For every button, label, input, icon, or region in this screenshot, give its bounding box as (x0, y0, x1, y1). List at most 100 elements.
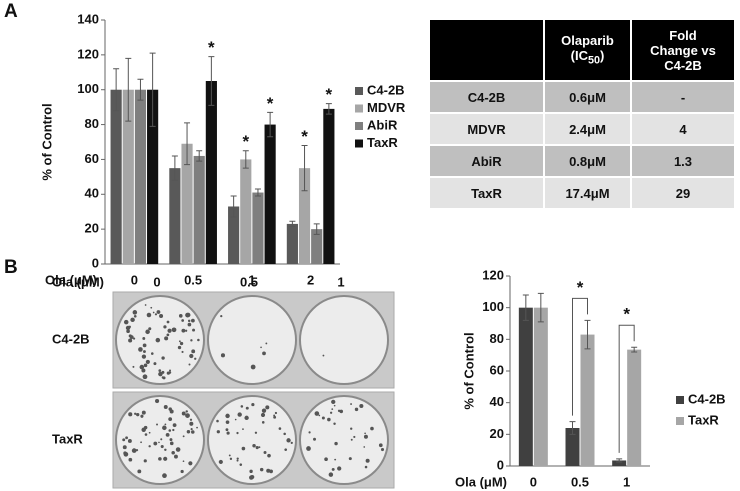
well (299, 295, 389, 385)
bar (298, 168, 311, 264)
colony (249, 475, 254, 480)
colony (172, 423, 177, 428)
colony (334, 441, 338, 446)
legend-swatch (676, 417, 684, 425)
colony (123, 451, 127, 455)
colony (168, 417, 173, 421)
error-bar (137, 78, 144, 101)
significance-label: * (326, 85, 333, 104)
x-tick-label: 0 (530, 474, 537, 489)
colony (240, 405, 244, 408)
colony (131, 448, 137, 453)
image-column-label: 0.5 (240, 274, 258, 289)
legend-swatch (355, 139, 363, 148)
colony (236, 431, 239, 435)
colony (365, 458, 370, 463)
error-bar (125, 57, 132, 122)
colony (328, 472, 334, 477)
colony (274, 411, 278, 415)
legend-label: C4-2B (688, 391, 726, 406)
colony (260, 346, 262, 349)
colony (128, 457, 133, 462)
colony (144, 433, 148, 436)
colony (245, 406, 249, 410)
colony (269, 469, 273, 474)
error-bar (537, 292, 544, 323)
colony (162, 473, 167, 479)
colony (273, 415, 277, 419)
bar (323, 108, 335, 264)
colony (350, 438, 353, 441)
table-row: AbiR 0.8μM 1.3 (428, 144, 736, 178)
table-cell: AbiR (428, 144, 545, 178)
error-bar (113, 68, 120, 112)
colony (350, 427, 353, 430)
error-bar (149, 52, 156, 127)
significance-label: * (301, 127, 308, 146)
colony (153, 441, 158, 446)
x-axis-label: Ola (μM) (455, 474, 507, 489)
y-tick-label: 120 (482, 267, 504, 282)
colony (318, 414, 321, 417)
colony (150, 306, 153, 309)
colony (331, 408, 334, 411)
colony (155, 337, 161, 343)
colony (152, 311, 155, 314)
y-tick-label: 0 (497, 457, 504, 472)
colony (130, 317, 135, 323)
colony (171, 450, 175, 455)
image-row-label: TaxR (52, 431, 83, 446)
colony (164, 448, 167, 452)
colony (175, 447, 181, 452)
colony (237, 412, 242, 417)
colony (218, 459, 223, 465)
colony (136, 413, 140, 417)
table-cell: MDVR (428, 112, 545, 146)
colony (174, 454, 178, 459)
colony (140, 414, 144, 418)
header-text: Olaparib (IC (561, 33, 614, 64)
y-tick-label: 100 (482, 299, 504, 314)
colony (171, 327, 177, 333)
x-tick-label: 0.5 (184, 272, 202, 287)
colony (329, 411, 333, 414)
y-tick-label: 40 (85, 186, 99, 201)
colony (267, 453, 271, 458)
y-tick-label: 60 (490, 362, 504, 377)
bar (169, 168, 181, 264)
table-cell: 17.4μM (543, 176, 632, 210)
colony (363, 434, 368, 439)
y-tick-label: 20 (85, 221, 99, 236)
colony (228, 454, 231, 457)
colony (359, 403, 364, 409)
colony (191, 318, 195, 323)
panel-label: A (4, 1, 18, 22)
legend-swatch (676, 396, 684, 404)
colony (380, 447, 385, 452)
y-tick-label: 80 (85, 116, 99, 131)
error-bar (522, 294, 529, 321)
colony (160, 438, 163, 441)
colony (236, 457, 239, 460)
colony (364, 465, 368, 469)
bar (286, 223, 298, 264)
colony (220, 315, 223, 318)
bar (533, 307, 548, 466)
colony (127, 439, 132, 443)
bar (122, 89, 134, 264)
colony (284, 448, 288, 451)
colony (185, 410, 188, 413)
colony (354, 407, 359, 412)
error-bar (616, 458, 623, 463)
colony (339, 409, 344, 414)
colony (186, 430, 191, 434)
legend-label: TaxR (688, 412, 719, 427)
significance-label: * (242, 132, 249, 151)
y-tick-label: 120 (77, 46, 99, 61)
legend-swatch (355, 122, 363, 130)
colony (255, 446, 259, 450)
colony (172, 428, 175, 432)
bar (110, 89, 122, 264)
error-bar (313, 223, 320, 235)
